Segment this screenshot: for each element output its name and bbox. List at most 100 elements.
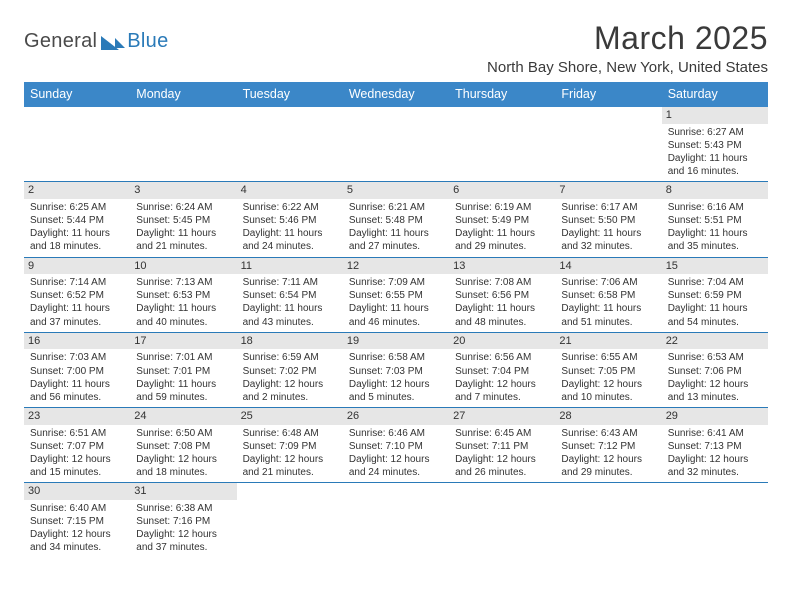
sunrise-text: Sunrise: 6:22 AM: [243, 201, 339, 214]
sunset-text: Sunset: 5:49 PM: [455, 214, 551, 227]
calendar-row: 9Sunrise: 7:14 AMSunset: 6:52 PMDaylight…: [24, 257, 768, 332]
calendar-cell: 11Sunrise: 7:11 AMSunset: 6:54 PMDayligh…: [237, 257, 343, 332]
sunrise-text: Sunrise: 6:17 AM: [561, 201, 657, 214]
calendar-cell: 13Sunrise: 7:08 AMSunset: 6:56 PMDayligh…: [449, 257, 555, 332]
sunset-text: Sunset: 7:03 PM: [349, 365, 445, 378]
day-number: 4: [237, 182, 343, 199]
day-number: 24: [130, 408, 236, 425]
calendar-body: 1Sunrise: 6:27 AMSunset: 5:43 PMDaylight…: [24, 107, 768, 558]
daylight-text: Daylight: 12 hours and 15 minutes.: [30, 453, 126, 479]
daylight-text: Daylight: 12 hours and 24 minutes.: [349, 453, 445, 479]
daylight-text: Daylight: 12 hours and 21 minutes.: [243, 453, 339, 479]
brand-blue: Blue: [127, 30, 168, 53]
sunset-text: Sunset: 5:44 PM: [30, 214, 126, 227]
day-number: 22: [662, 333, 768, 350]
calendar-cell: 14Sunrise: 7:06 AMSunset: 6:58 PMDayligh…: [555, 257, 661, 332]
daylight-text: Daylight: 12 hours and 37 minutes.: [136, 528, 232, 554]
day-number: 11: [237, 258, 343, 275]
brand-logo: General Blue: [24, 30, 169, 53]
sunset-text: Sunset: 6:58 PM: [561, 289, 657, 302]
day-number: 12: [343, 258, 449, 275]
sail-icon-small: [115, 38, 125, 48]
calendar-head: SundayMondayTuesdayWednesdayThursdayFrid…: [24, 82, 768, 107]
day-number: 25: [237, 408, 343, 425]
day-header: Sunday: [24, 82, 130, 107]
daylight-text: Daylight: 11 hours and 51 minutes.: [561, 302, 657, 328]
calendar-cell: [555, 107, 661, 182]
sunrise-text: Sunrise: 7:08 AM: [455, 276, 551, 289]
daylight-text: Daylight: 11 hours and 37 minutes.: [30, 302, 126, 328]
sunset-text: Sunset: 5:46 PM: [243, 214, 339, 227]
day-number: 9: [24, 258, 130, 275]
day-number: 19: [343, 333, 449, 350]
sunrise-text: Sunrise: 6:24 AM: [136, 201, 232, 214]
calendar-cell: [662, 483, 768, 558]
day-header: Friday: [555, 82, 661, 107]
page-title: March 2025: [487, 20, 768, 57]
sunset-text: Sunset: 7:04 PM: [455, 365, 551, 378]
sunset-text: Sunset: 6:56 PM: [455, 289, 551, 302]
day-number: 10: [130, 258, 236, 275]
sunset-text: Sunset: 5:50 PM: [561, 214, 657, 227]
day-number: 5: [343, 182, 449, 199]
day-header: Monday: [130, 82, 236, 107]
calendar-cell: 24Sunrise: 6:50 AMSunset: 7:08 PMDayligh…: [130, 408, 236, 483]
day-number: 27: [449, 408, 555, 425]
daylight-text: Daylight: 12 hours and 29 minutes.: [561, 453, 657, 479]
daylight-text: Daylight: 12 hours and 26 minutes.: [455, 453, 551, 479]
sunset-text: Sunset: 7:12 PM: [561, 440, 657, 453]
sunset-text: Sunset: 7:05 PM: [561, 365, 657, 378]
daylight-text: Daylight: 12 hours and 13 minutes.: [668, 378, 764, 404]
daylight-text: Daylight: 11 hours and 40 minutes.: [136, 302, 232, 328]
calendar-cell: 8Sunrise: 6:16 AMSunset: 5:51 PMDaylight…: [662, 182, 768, 257]
calendar-row: 2Sunrise: 6:25 AMSunset: 5:44 PMDaylight…: [24, 182, 768, 257]
sunset-text: Sunset: 7:10 PM: [349, 440, 445, 453]
calendar-cell: 22Sunrise: 6:53 AMSunset: 7:06 PMDayligh…: [662, 332, 768, 407]
daylight-text: Daylight: 11 hours and 46 minutes.: [349, 302, 445, 328]
day-number: 14: [555, 258, 661, 275]
day-number: 23: [24, 408, 130, 425]
calendar-cell: 27Sunrise: 6:45 AMSunset: 7:11 PMDayligh…: [449, 408, 555, 483]
calendar-cell: 1Sunrise: 6:27 AMSunset: 5:43 PMDaylight…: [662, 107, 768, 182]
calendar-cell: 9Sunrise: 7:14 AMSunset: 6:52 PMDaylight…: [24, 257, 130, 332]
sunset-text: Sunset: 6:53 PM: [136, 289, 232, 302]
sunset-text: Sunset: 7:16 PM: [136, 515, 232, 528]
calendar-cell: 19Sunrise: 6:58 AMSunset: 7:03 PMDayligh…: [343, 332, 449, 407]
title-block: March 2025 North Bay Shore, New York, Un…: [487, 20, 768, 76]
sunset-text: Sunset: 7:02 PM: [243, 365, 339, 378]
calendar-cell: 5Sunrise: 6:21 AMSunset: 5:48 PMDaylight…: [343, 182, 449, 257]
day-number: 26: [343, 408, 449, 425]
sunset-text: Sunset: 6:52 PM: [30, 289, 126, 302]
daylight-text: Daylight: 11 hours and 35 minutes.: [668, 227, 764, 253]
calendar-cell: 3Sunrise: 6:24 AMSunset: 5:45 PMDaylight…: [130, 182, 236, 257]
calendar-cell: 31Sunrise: 6:38 AMSunset: 7:16 PMDayligh…: [130, 483, 236, 558]
daylight-text: Daylight: 11 hours and 18 minutes.: [30, 227, 126, 253]
sunrise-text: Sunrise: 7:04 AM: [668, 276, 764, 289]
calendar-cell: 12Sunrise: 7:09 AMSunset: 6:55 PMDayligh…: [343, 257, 449, 332]
calendar-cell: 10Sunrise: 7:13 AMSunset: 6:53 PMDayligh…: [130, 257, 236, 332]
sunrise-text: Sunrise: 6:25 AM: [30, 201, 126, 214]
calendar-cell: 16Sunrise: 7:03 AMSunset: 7:00 PMDayligh…: [24, 332, 130, 407]
sunset-text: Sunset: 5:45 PM: [136, 214, 232, 227]
day-header: Saturday: [662, 82, 768, 107]
sunset-text: Sunset: 7:07 PM: [30, 440, 126, 453]
daylight-text: Daylight: 11 hours and 43 minutes.: [243, 302, 339, 328]
calendar-cell: [343, 107, 449, 182]
daylight-text: Daylight: 11 hours and 48 minutes.: [455, 302, 551, 328]
sunset-text: Sunset: 6:59 PM: [668, 289, 764, 302]
sunset-text: Sunset: 6:55 PM: [349, 289, 445, 302]
calendar-cell: [555, 483, 661, 558]
day-number: 15: [662, 258, 768, 275]
day-number: 3: [130, 182, 236, 199]
sunrise-text: Sunrise: 6:46 AM: [349, 427, 445, 440]
calendar-row: 16Sunrise: 7:03 AMSunset: 7:00 PMDayligh…: [24, 332, 768, 407]
location-subtitle: North Bay Shore, New York, United States: [487, 59, 768, 76]
sunrise-text: Sunrise: 6:16 AM: [668, 201, 764, 214]
calendar-table: SundayMondayTuesdayWednesdayThursdayFrid…: [24, 82, 768, 558]
calendar-cell: 23Sunrise: 6:51 AMSunset: 7:07 PMDayligh…: [24, 408, 130, 483]
sunrise-text: Sunrise: 6:43 AM: [561, 427, 657, 440]
sunset-text: Sunset: 7:08 PM: [136, 440, 232, 453]
day-number: 7: [555, 182, 661, 199]
calendar-cell: 7Sunrise: 6:17 AMSunset: 5:50 PMDaylight…: [555, 182, 661, 257]
calendar-cell: [24, 107, 130, 182]
